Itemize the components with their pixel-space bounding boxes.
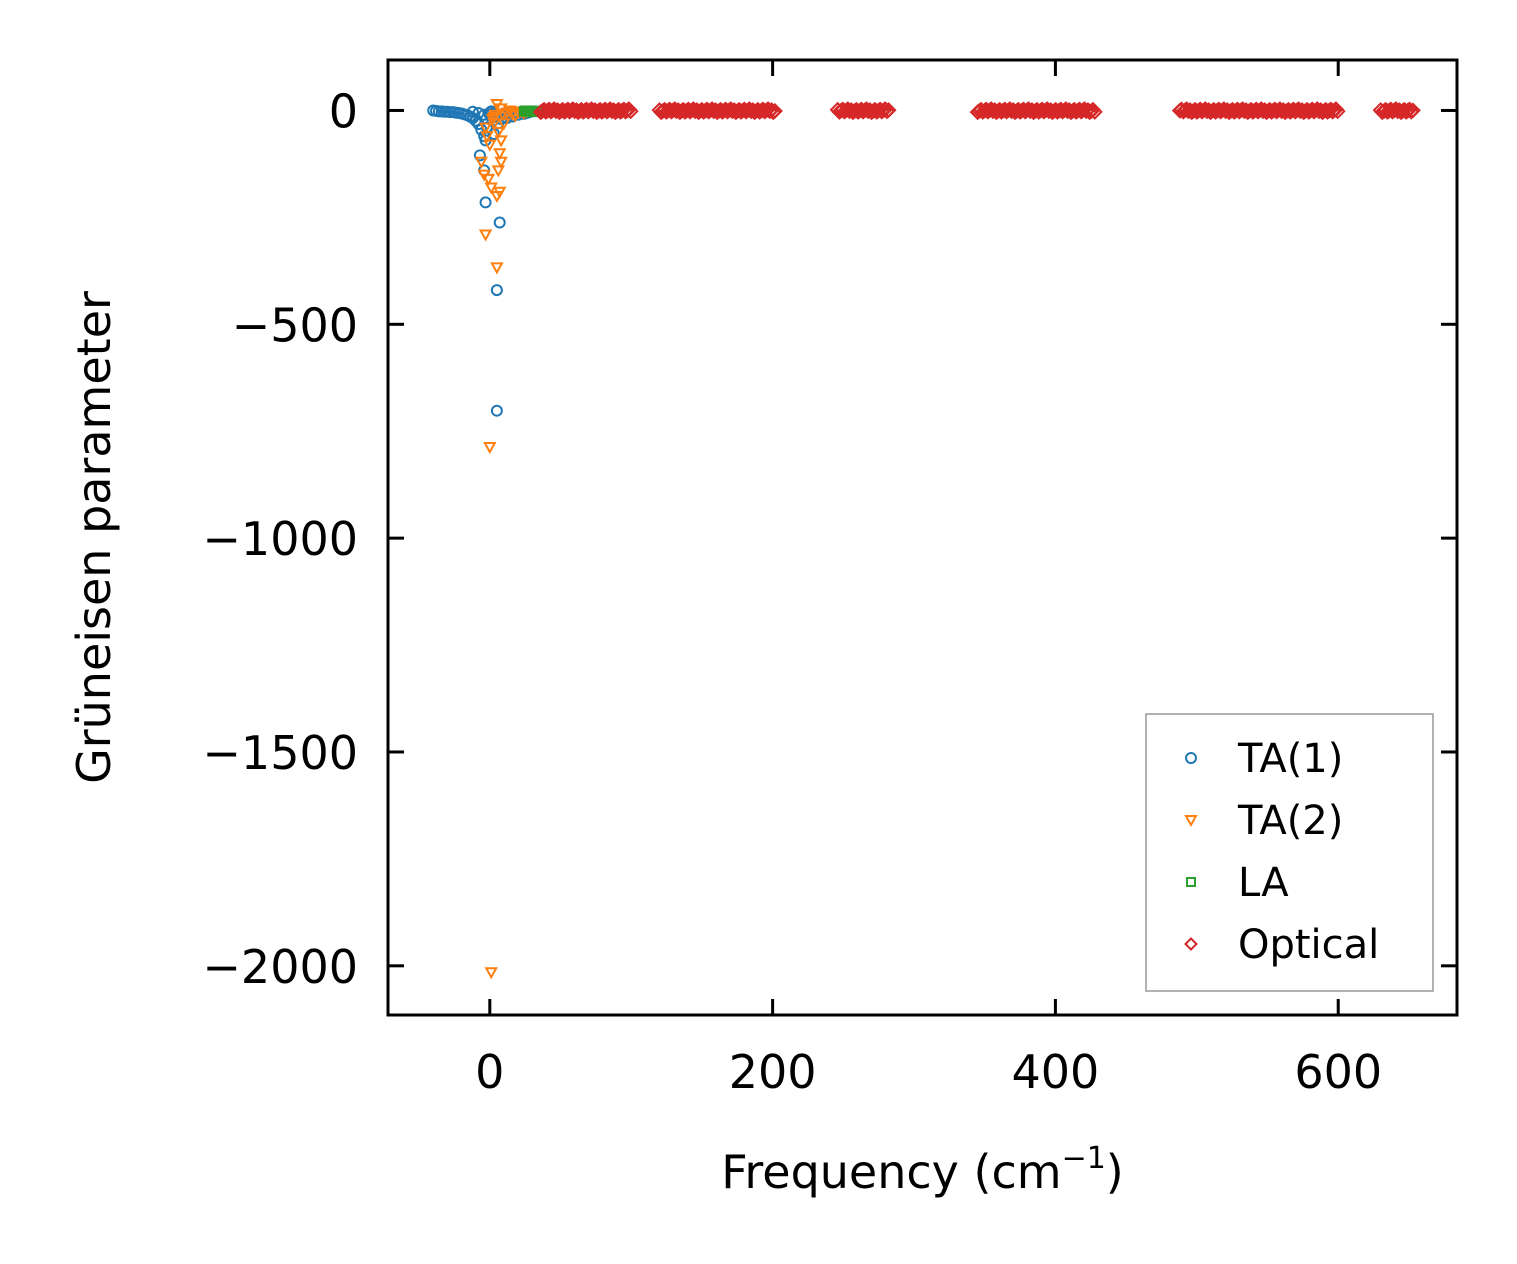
legend-item: TA(1): [1185, 736, 1343, 782]
y-tick-label: −500: [232, 298, 358, 352]
axis-ticks: 0 200 400 600 0 −500 −1000 −1500 −2000: [202, 60, 1457, 1099]
series-ta-1-: [427, 104, 536, 417]
data-point: [490, 284, 503, 297]
data-point: [473, 149, 486, 162]
legend-label: TA(2): [1237, 798, 1343, 844]
legend-marker: [1185, 752, 1197, 764]
legend-label: Optical: [1238, 922, 1379, 968]
x-tick-label: 400: [1012, 1045, 1100, 1099]
data-point: [487, 118, 501, 131]
data-point: [880, 102, 897, 119]
plot-marks: [427, 99, 1421, 980]
data-point: [491, 126, 505, 139]
x-axis-title-superscript: −1: [1062, 1141, 1106, 1176]
series-ta-2-: [474, 99, 534, 980]
data-point: [766, 102, 783, 119]
legend-marker: [1184, 937, 1198, 951]
data-point: [494, 156, 508, 169]
data-point: [1404, 102, 1421, 119]
x-tick-label: 200: [729, 1045, 817, 1099]
data-point: [481, 173, 496, 186]
y-tick-label: −1000: [202, 512, 358, 566]
data-point: [490, 404, 503, 417]
series-optical: [532, 101, 1421, 121]
data-point: [1086, 103, 1103, 120]
x-axis-title-end: ): [1106, 1145, 1124, 1199]
data-point: [494, 135, 508, 148]
x-axis-title-main: Frequency (cm: [721, 1145, 1061, 1199]
y-axis-title: Grüneisen parameter: [67, 291, 121, 784]
data-point: [483, 442, 497, 455]
data-point: [505, 108, 520, 121]
data-point: [480, 131, 494, 144]
y-tick-label: 0: [329, 84, 358, 138]
data-point: [1329, 103, 1346, 120]
legend-marker: [1186, 877, 1196, 887]
data-point: [490, 262, 504, 275]
data-point: [622, 103, 639, 120]
y-tick-label: −2000: [202, 940, 358, 994]
data-point: [493, 148, 507, 161]
legend-item: LA: [1186, 860, 1289, 906]
x-tick-label: 0: [475, 1045, 504, 1099]
x-axis-title: Frequency (cm−1): [721, 1141, 1124, 1199]
legend-label: LA: [1238, 860, 1289, 906]
data-point: [472, 107, 485, 120]
x-tick-label: 600: [1294, 1045, 1382, 1099]
data-point: [487, 111, 501, 124]
legend-box: [1145, 713, 1434, 992]
data-point: [493, 216, 506, 229]
data-point: [479, 196, 492, 209]
data-point: [484, 967, 498, 980]
legend: TA(1) TA(2) LA Optical: [1145, 713, 1434, 992]
data-point: [494, 103, 508, 116]
data-point: [497, 118, 511, 131]
data-point: [483, 139, 497, 152]
data-point: [493, 186, 507, 199]
legend-item: Optical: [1184, 922, 1379, 968]
legend-item: TA(2): [1184, 798, 1343, 844]
data-point: [491, 165, 505, 178]
data-point: [466, 105, 479, 118]
data-point: [495, 108, 510, 121]
data-point: [478, 122, 493, 135]
y-tick-label: −1500: [202, 726, 358, 780]
data-point: [478, 229, 493, 242]
legend-label: TA(1): [1237, 736, 1343, 782]
legend-marker: [1184, 815, 1198, 828]
data-point: [474, 156, 489, 169]
